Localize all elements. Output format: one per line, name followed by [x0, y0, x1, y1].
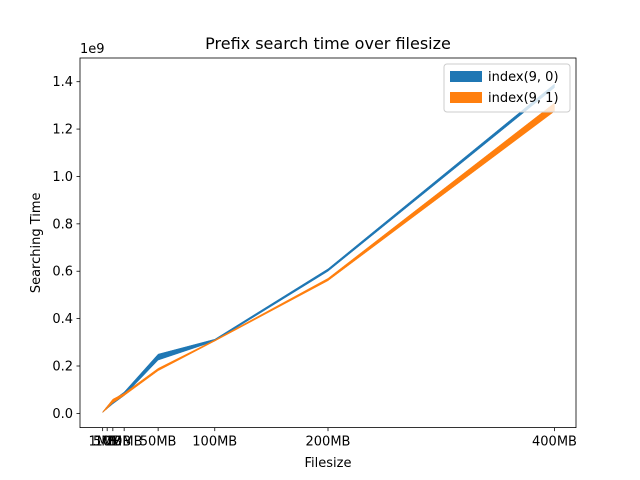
x-tick-label: 400MB — [532, 435, 577, 450]
x-tick-label: 5MB — [93, 435, 121, 450]
x-tick-label: 10MB — [94, 435, 131, 450]
y-tick-label: 0.6 — [52, 265, 73, 280]
y-axis: 0.0 0.2 0.4 0.6 0.8 1.0 1.2 1.4 — [52, 75, 80, 422]
y-axis-label: Searching Time — [29, 192, 44, 293]
y-tick-label: 0.8 — [52, 217, 73, 232]
x-tick-label: 1MB — [88, 435, 116, 450]
y-tick-label: 0.4 — [52, 312, 73, 327]
y-offset-text: 1e9 — [80, 42, 105, 57]
chart-title: Prefix search time over filesize — [205, 34, 451, 53]
legend-swatch-index-9-0 — [450, 71, 482, 82]
y-tick-label: 1.0 — [52, 170, 73, 185]
x-tick-label: 200MB — [306, 435, 351, 450]
legend-label-index-9-0: index(9, 0) — [488, 70, 559, 85]
legend: index(9, 0) index(9, 1) — [443, 63, 571, 113]
y-tick-label: 0.2 — [52, 360, 73, 375]
x-axis-label: Filesize — [305, 456, 352, 471]
x-tick-label: 50MB — [140, 435, 177, 450]
y-tick-label: 1.2 — [52, 123, 73, 138]
x-tick-label: 20MB — [106, 435, 143, 450]
y-tick-label: 0.0 — [52, 407, 73, 422]
legend-label-index-9-1: index(9, 1) — [488, 91, 559, 106]
y-tick-label: 1.4 — [52, 75, 73, 90]
legend-swatch-index-9-1 — [450, 92, 482, 103]
x-tick-label: 100MB — [192, 435, 237, 450]
